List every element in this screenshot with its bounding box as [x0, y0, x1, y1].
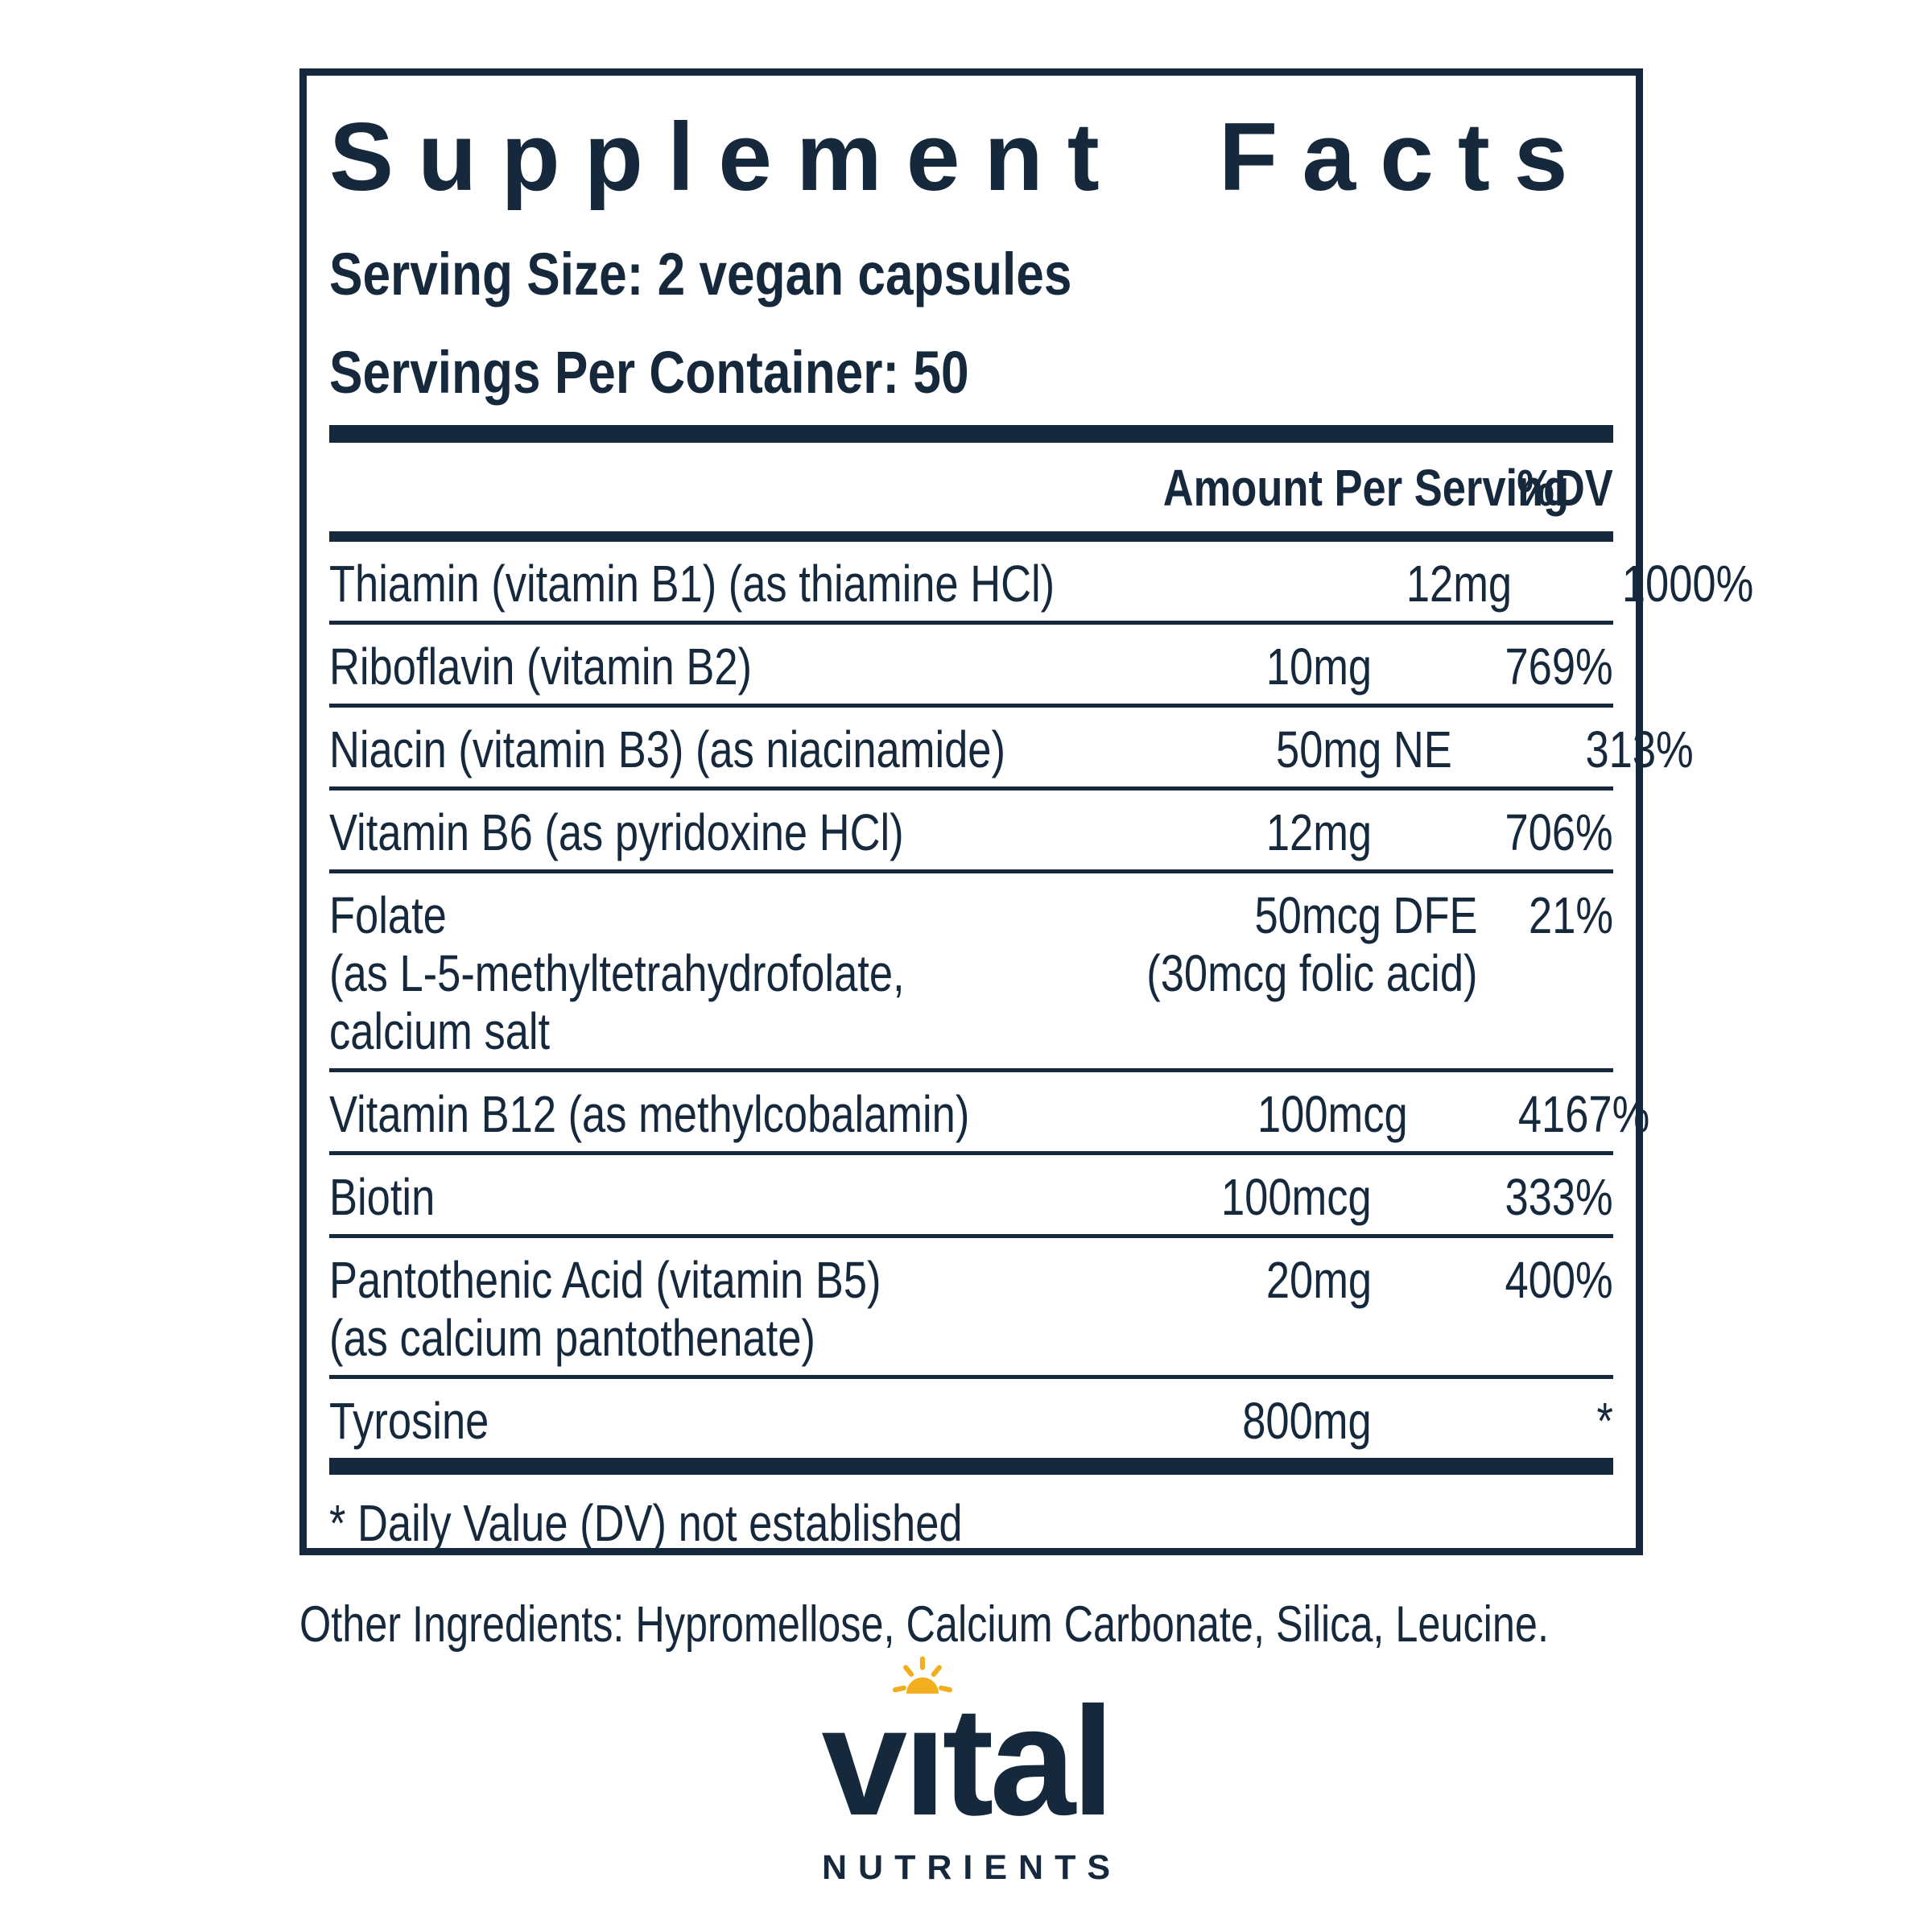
- sun-icon: [893, 1656, 953, 1694]
- nutrient-dv: 21%: [1528, 886, 1613, 944]
- header-spacer: [329, 462, 1074, 514]
- serving-size-text: Serving Size: 2 vegan capsules: [329, 245, 1613, 304]
- nutrient-name: Thiamin (vitamin B1) (as thiamine HCl): [329, 555, 1055, 613]
- column-header-amount: Amount Per Serving: [1162, 459, 1570, 517]
- nutrient-name: Folate (as L-5-methyltetrahydrofolate, c…: [329, 886, 905, 1060]
- nutrient-dv: 769%: [1505, 638, 1613, 696]
- other-ingredients-text: Other Ingredients: Hypromellose, Calcium…: [299, 1596, 1549, 1653]
- nutrient-dv: *: [1596, 1392, 1613, 1450]
- table-row-pantothenic-acid: Pantothenic Acid (vitamin B5) (as calciu…: [329, 1234, 1613, 1375]
- table-row-vitamin-b6: Vitamin B6 (as pyridoxine HCl) 12mg 706%: [329, 786, 1613, 869]
- brand-name: v ıtal: [811, 1656, 1121, 1839]
- brand-logo: v ıtal NUTRIENTS: [811, 1656, 1122, 1888]
- nutrient-name: Tyrosine: [329, 1392, 489, 1450]
- brand-pre: v: [821, 1674, 907, 1847]
- serving-size-value: Serving Size: 2 vegan capsules: [329, 241, 1072, 308]
- nutrient-dv: 400%: [1505, 1251, 1613, 1309]
- table-row-niacin: Niacin (vitamin B3) (as niacinamide) 50m…: [329, 704, 1693, 786]
- nutrient-dv: 313%: [1585, 720, 1694, 778]
- nutrient-name: Riboflavin (vitamin B2): [329, 638, 752, 696]
- table-row-vitamin-b12: Vitamin B12 (as methylcobalamin) 100mcg …: [329, 1068, 1649, 1151]
- table-header-row: Amount Per Serving %DV: [329, 443, 1613, 531]
- header-rule: [329, 531, 1613, 542]
- nutrient-amount: 800mg: [1242, 1392, 1372, 1450]
- footnote-text: * Daily Value (DV) not established: [329, 1494, 963, 1552]
- nutrient-name: Niacin (vitamin B3) (as niacinamide): [329, 720, 1005, 778]
- table-row-biotin: Biotin 100mcg 333%: [329, 1151, 1613, 1234]
- nutrient-amount: 12mg: [1265, 803, 1372, 861]
- servings-per-container-value: Servings Per Container: 50: [329, 339, 969, 406]
- brand-subname: NUTRIENTS: [821, 1848, 1122, 1887]
- nutrient-amount: 50mg NE: [1275, 720, 1452, 778]
- table-row-tyrosine: Tyrosine 800mg *: [329, 1375, 1613, 1458]
- nutrient-dv: 706%: [1505, 803, 1613, 861]
- nutrient-amount: 100mcg: [1257, 1085, 1408, 1143]
- servings-per-container-text: Servings Per Container: 50: [329, 343, 1613, 402]
- nutrient-name: Biotin: [329, 1168, 436, 1226]
- brand-letter-i: ı: [893, 1656, 953, 1839]
- nutrient-amount: 50mcg DFE (30mcg folic acid): [1146, 886, 1478, 1002]
- panel-title: Supplement Facts: [329, 103, 1592, 211]
- nutrient-name: Vitamin B6 (as pyridoxine HCl): [329, 803, 904, 861]
- table-row-folate: Folate (as L-5-methyltetrahydrofolate, c…: [329, 869, 1613, 1068]
- nutrient-table: Thiamin (vitamin B1) (as thiamine HCl) 1…: [329, 542, 1753, 1458]
- brand-i-glyph: ı: [903, 1674, 946, 1847]
- nutrient-name: Pantothenic Acid (vitamin B5) (as calciu…: [329, 1251, 881, 1367]
- nutrient-name: Vitamin B12 (as methylcobalamin): [329, 1085, 970, 1143]
- nutrient-dv: 1000%: [1621, 555, 1753, 613]
- nutrient-amount: 10mg: [1265, 638, 1372, 696]
- nutrient-dv: 333%: [1505, 1168, 1613, 1226]
- column-header-dv: %DV: [1517, 459, 1613, 517]
- table-row-riboflavin: Riboflavin (vitamin B2) 10mg 769%: [329, 621, 1613, 704]
- nutrient-amount: 20mg: [1265, 1251, 1372, 1309]
- supplement-facts-panel: Supplement Facts Serving Size: 2 vegan c…: [299, 68, 1753, 1555]
- nutrient-amount: 100mcg: [1221, 1168, 1372, 1226]
- nutrient-amount: 12mg: [1406, 555, 1512, 613]
- footnote-bar: [329, 1458, 1613, 1475]
- table-row-thiamin: Thiamin (vitamin B1) (as thiamine HCl) 1…: [329, 542, 1753, 621]
- brand-post: tal: [942, 1674, 1115, 1847]
- table-top-bar: [329, 425, 1613, 443]
- nutrient-dv: 4167%: [1517, 1085, 1649, 1143]
